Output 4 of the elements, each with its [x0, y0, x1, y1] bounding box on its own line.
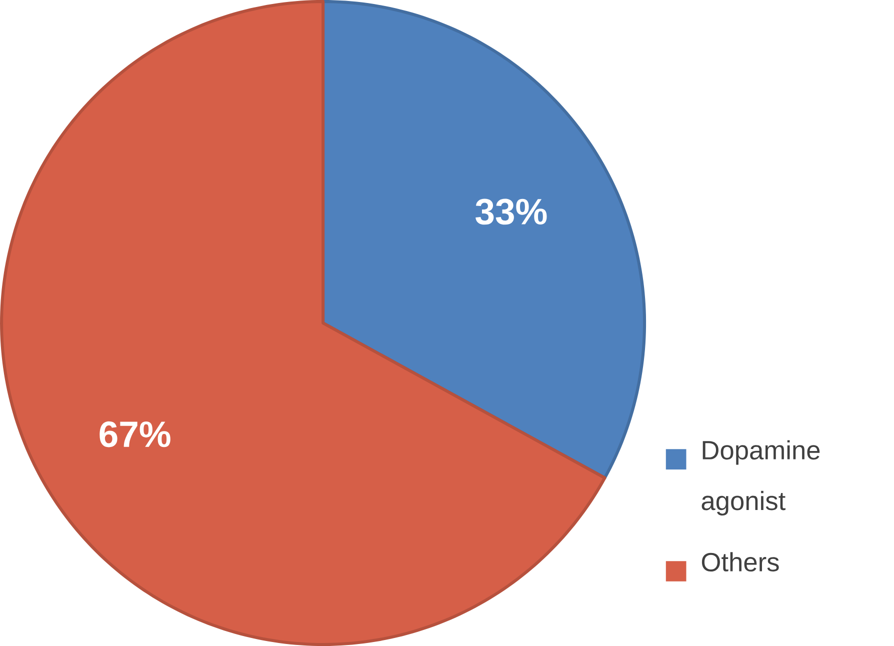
legend-label: Dopamine agonist — [702, 440, 820, 516]
legend-label: Others — [702, 552, 779, 572]
data-label: 33% — [476, 198, 547, 225]
data-label: 67% — [100, 421, 170, 448]
